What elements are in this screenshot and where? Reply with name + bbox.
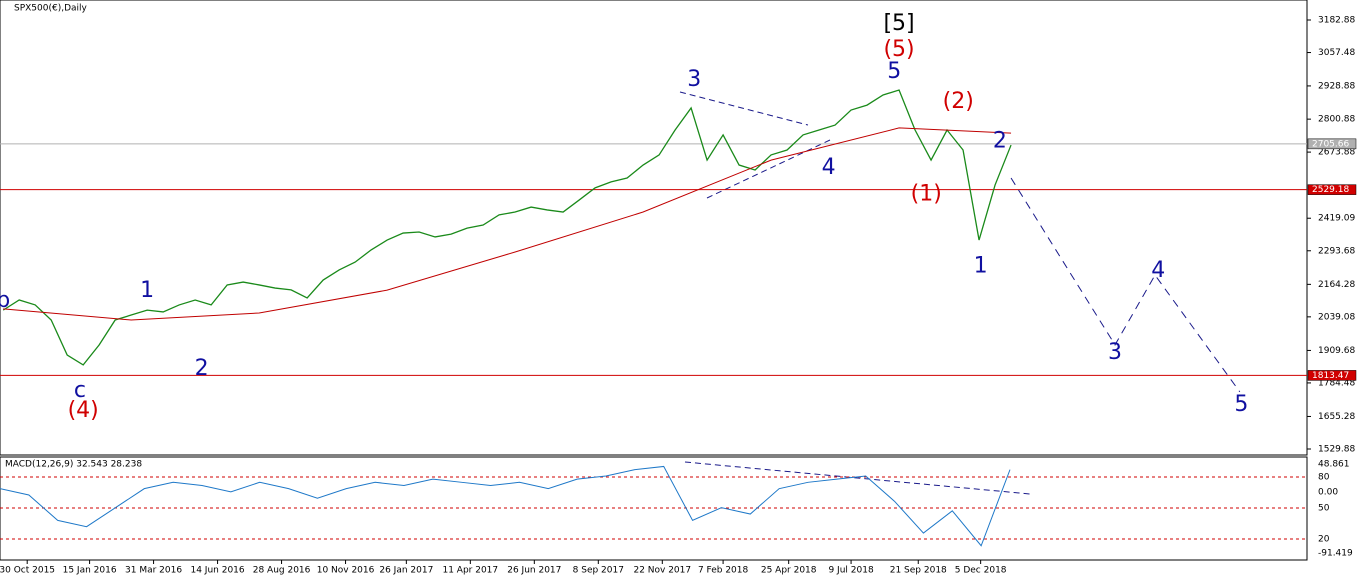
x-tick-label: 15 Jan 2016 (63, 566, 117, 576)
macd-tick: 48.861 (1318, 460, 1350, 470)
y-tick-label: 3057.48 (1318, 48, 1355, 58)
x-tick-label: 28 Aug 2016 (253, 566, 311, 576)
level-box (1307, 370, 1357, 381)
x-tick-label: 9 Jul 2018 (828, 566, 873, 576)
x-tick-label: 26 Jun 2017 (507, 566, 561, 576)
x-tick-label: 30 Oct 2015 (0, 566, 55, 576)
y-tick-label: 2293.68 (1318, 246, 1355, 256)
y-tick-label: 1655.28 (1318, 412, 1355, 422)
trendline (679, 91, 809, 126)
trendline (684, 461, 1031, 495)
level-label: 1813.47 (1312, 371, 1349, 381)
wave-label: 3 (687, 67, 701, 92)
wave-label: 2 (993, 129, 1007, 154)
y-tick-label: 2800.88 (1318, 115, 1355, 125)
macd-tick: -91.419 (1318, 549, 1353, 559)
level-label: 2529.18 (1312, 185, 1349, 195)
y-tick-label: 1529.88 (1318, 445, 1355, 455)
wave-label: (1) (911, 182, 942, 207)
wave-label: 5 (887, 59, 901, 84)
macd-frame (0, 456, 1308, 561)
level-label: 2705.66 (1312, 139, 1349, 149)
chart-title: SPX500(€),Daily (14, 4, 88, 14)
wave-label: 1 (140, 278, 154, 303)
wave-label: (2) (943, 89, 974, 114)
level-box (1307, 138, 1357, 150)
y-tick-label: 3182.88 (1318, 16, 1355, 26)
macd-line (0, 465, 1011, 547)
y-tick-label: 2673.88 (1318, 148, 1355, 158)
series-line (1010, 177, 1241, 393)
y-tick-label: 2419.09 (1318, 214, 1355, 224)
y-tick-label: 2164.28 (1318, 280, 1355, 290)
macd-tick: 20 (1318, 535, 1330, 545)
series-line (3, 127, 1012, 321)
wave-label: 3 (1108, 340, 1122, 365)
x-tick-label: 25 Apr 2018 (761, 566, 817, 576)
x-tick-label: 8 Sep 2017 (573, 566, 624, 576)
x-tick-label: 22 Nov 2017 (633, 566, 691, 576)
series-line (2, 89, 1012, 366)
wave-label: 1 (974, 254, 988, 279)
main-frame (0, 0, 1308, 456)
trendline (706, 139, 831, 199)
x-tick-label: 14 Jun 2016 (190, 566, 244, 576)
x-tick-label: 5 Dec 2018 (955, 566, 1007, 576)
y-tick-label: 2928.88 (1318, 81, 1355, 91)
macd-title: MACD(12,26,9) 32.543 28.238 (5, 460, 142, 470)
x-tick-label: 10 Nov 2016 (317, 566, 375, 576)
wave-label: 4 (822, 155, 836, 180)
y-tick-label: 1909.68 (1318, 346, 1355, 356)
wave-label: [5] (883, 11, 914, 36)
wave-label: 2 (195, 356, 209, 381)
x-tick-label: 21 Sep 2018 (890, 566, 947, 576)
wave-label: b (0, 288, 10, 313)
level-box (1307, 184, 1357, 195)
x-tick-label: 26 Jan 2017 (379, 566, 433, 576)
wave-label: 5 (1234, 392, 1248, 417)
x-tick-label: 11 Apr 2017 (442, 566, 498, 576)
wave-label: (5) (883, 37, 914, 62)
y-tick-label: 1784.48 (1318, 378, 1355, 388)
wave-label: c (74, 378, 86, 403)
wave-label: (4) (68, 398, 99, 423)
x-tick-label: 31 Mar 2016 (125, 566, 182, 576)
wave-label: 4 (1151, 258, 1165, 283)
y-tick-label: 2039.08 (1318, 312, 1355, 322)
macd-tick: 0.00 (1318, 488, 1338, 498)
macd-tick: 80 (1318, 473, 1330, 483)
x-tick-label: 7 Feb 2018 (698, 566, 749, 576)
macd-tick: 50 (1318, 504, 1330, 514)
